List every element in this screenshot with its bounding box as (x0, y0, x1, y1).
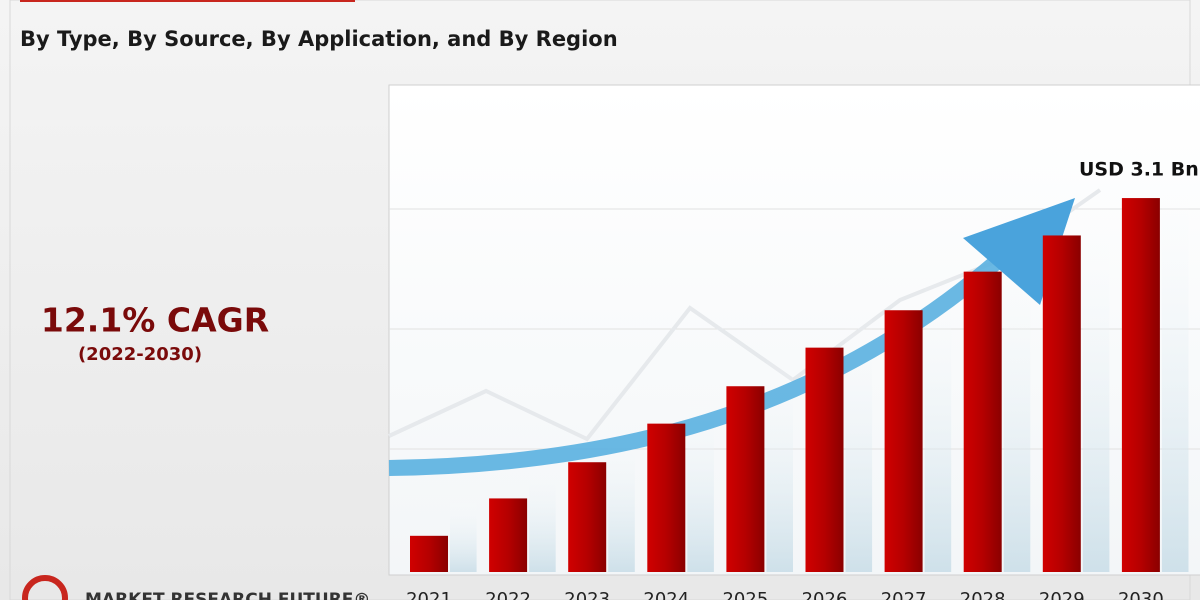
bar (884, 310, 923, 572)
decor-bar (1161, 158, 1189, 572)
x-tick-label: 2029 (1039, 589, 1085, 600)
logo-icon (22, 575, 68, 600)
decor-bar (450, 495, 477, 572)
bar (963, 271, 1002, 572)
value-label: USD 3.1 Bn (1079, 159, 1199, 181)
x-tick-label: 2023 (564, 589, 610, 600)
bars (410, 198, 1160, 573)
cagr-period: (2022-2030) (78, 344, 202, 365)
x-tick-label: 2021 (406, 589, 452, 600)
bar (489, 498, 528, 572)
bar (1042, 235, 1081, 573)
bar (1121, 198, 1160, 572)
x-tick-label: 2026 (802, 589, 848, 600)
decor-bar (529, 458, 556, 572)
x-tick-label: 2027 (881, 589, 927, 600)
x-tick-label: 2025 (722, 589, 768, 600)
x-tick-label: 2030 (1118, 589, 1164, 600)
x-tick-label: 2022 (485, 589, 531, 600)
bar (568, 462, 607, 572)
title-box (20, 0, 355, 2)
bar (410, 535, 448, 572)
x-tick-label: 2024 (643, 589, 689, 600)
bar (647, 423, 686, 572)
x-tick-label: 2028 (960, 589, 1006, 600)
decor-bar (1082, 195, 1110, 573)
decor-bar (687, 383, 714, 572)
bar (805, 347, 844, 572)
bar (726, 386, 765, 572)
decor-bar (766, 346, 793, 572)
logo: MARKET RESEARCH FUTURE® (85, 590, 370, 600)
decor-arrow (388, 244, 1016, 476)
cagr: 12.1% CAGR (41, 301, 269, 340)
subtitle: By Type, By Source, By Application, and … (20, 27, 618, 51)
